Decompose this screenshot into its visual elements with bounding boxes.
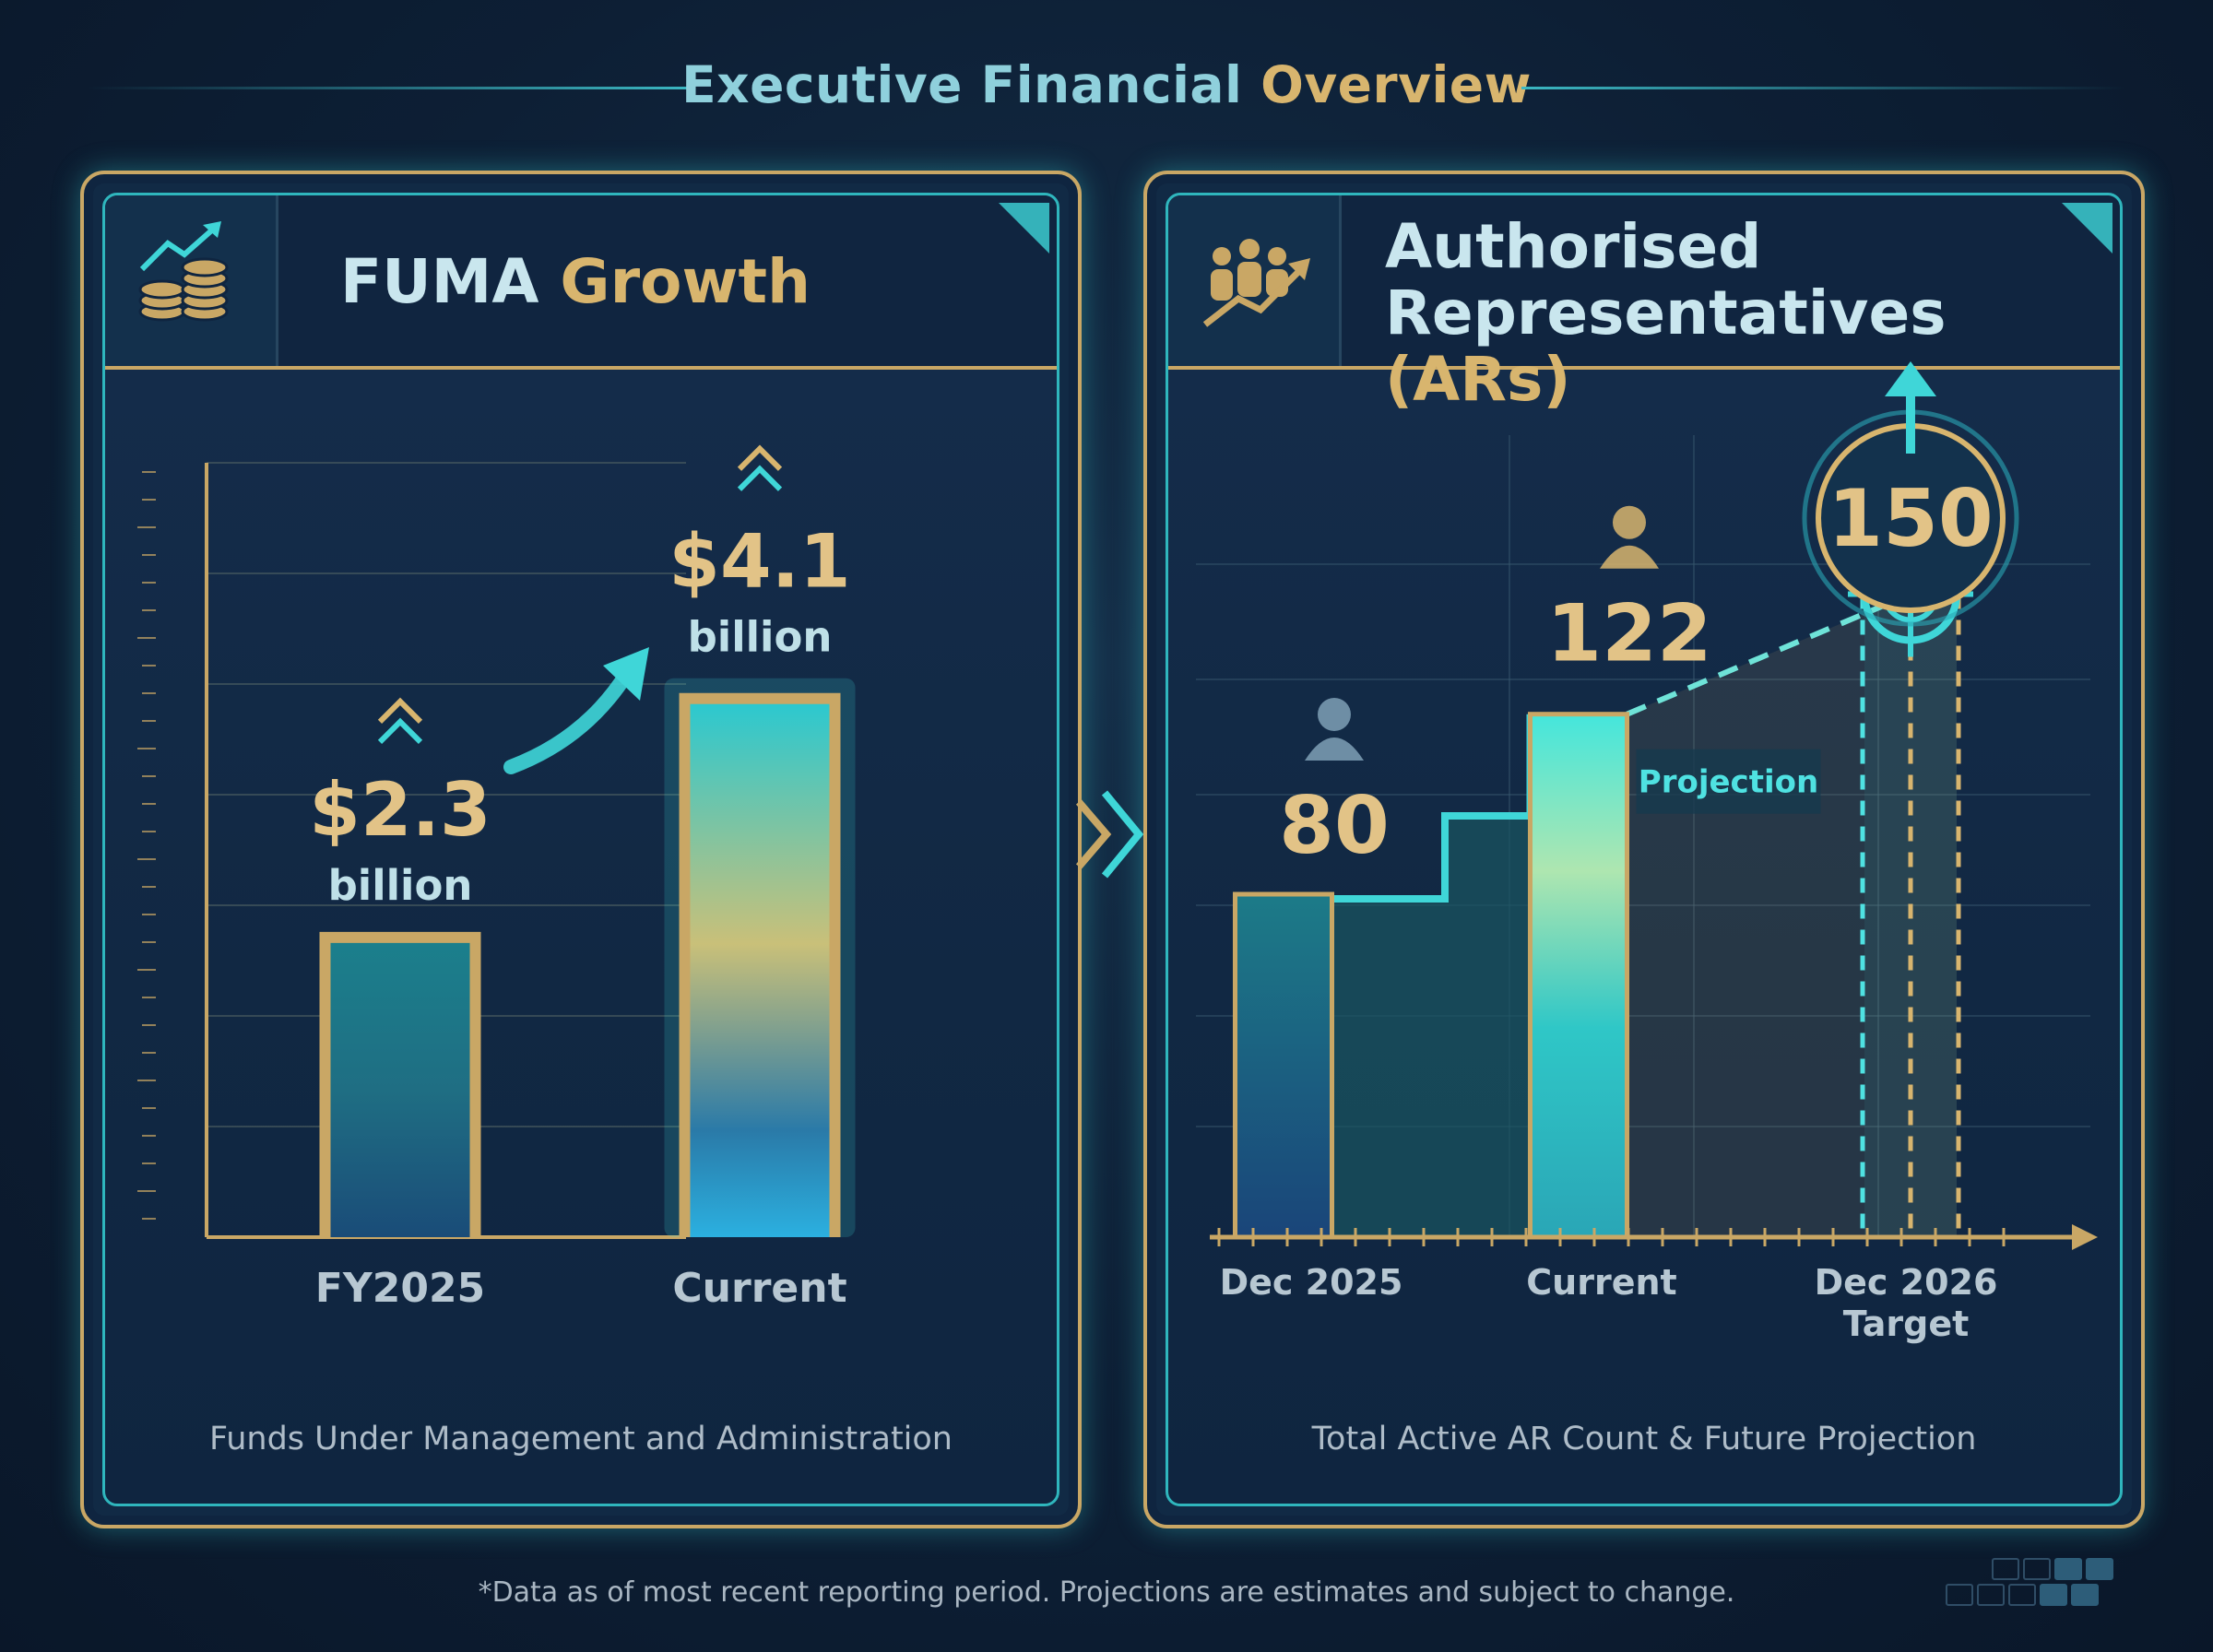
- fuma-title-part2: Growth: [560, 246, 811, 317]
- deco-square: [2054, 1558, 2082, 1580]
- x-tick-label: Target: [1843, 1304, 1970, 1344]
- people-growth-icon: [1168, 195, 1342, 366]
- fuma-panel-inner: FUMA Growth $2.3 billion FY2025 $4.1 billion…: [102, 193, 1059, 1506]
- page-title: Executive Financial Overview: [0, 55, 2213, 114]
- x-tick-label: Dec 2025: [1220, 1262, 1403, 1303]
- ars-panel-inner: Authorised Representatives (ARs) Project…: [1166, 193, 2123, 1506]
- bar-value-label: $2.3: [309, 767, 491, 853]
- fuma-caption: Funds Under Management and Administratio…: [209, 1421, 953, 1457]
- corner-accent: [999, 203, 1049, 254]
- bar: [1233, 891, 1334, 1240]
- person-body: [1305, 738, 1364, 761]
- bar-value-label: $4.1: [669, 519, 850, 605]
- x-tick-label: Current: [1526, 1262, 1676, 1303]
- projection-line: [1626, 591, 1912, 717]
- person-body: [1600, 545, 1659, 569]
- fuma-panel-header: FUMA Growth: [105, 195, 1057, 370]
- person-icon: [1305, 698, 1364, 761]
- growth-arrow: [503, 667, 633, 774]
- ars-title-line1: Authorised: [1385, 211, 1762, 282]
- deco-square: [2008, 1584, 2036, 1606]
- step-area: [1331, 816, 1531, 1237]
- page-header: Executive Financial Overview: [0, 48, 2213, 122]
- chevron-stroke: [377, 717, 423, 745]
- deco-square: [2040, 1584, 2067, 1606]
- x-tick-label: Dec 2026: [1815, 1262, 1998, 1303]
- up-arrow-head: [1885, 361, 1936, 396]
- deco-square: [1977, 1584, 2005, 1606]
- coins-growth-icon: [105, 195, 278, 366]
- x-tick-label: FY2025: [315, 1265, 485, 1312]
- ars-step-chart: Projection 80 122 150 Dec 2025 Current Dec 202…: [1196, 361, 2098, 1344]
- chevron-stroke: [737, 444, 783, 471]
- grid-lines: [207, 462, 686, 1127]
- y-ticks: [137, 471, 156, 1220]
- deco-square: [1946, 1584, 1973, 1606]
- ars-title-line2: Representatives: [1385, 277, 1947, 348]
- projection-label-bg: [1636, 749, 1821, 814]
- deco-square: [2086, 1558, 2113, 1580]
- ars-panel-header: Authorised Representatives (ARs): [1168, 195, 2120, 413]
- ars-panel: Authorised Representatives (ARs) Project…: [1143, 171, 2145, 1528]
- corner-accent: [2062, 203, 2112, 254]
- ars-caption: Total Active AR Count & Future Projectio…: [1311, 1421, 1977, 1457]
- page-title-part2: Overview: [1260, 55, 1532, 114]
- ars-title-abbrev: (ARs): [1385, 344, 1571, 415]
- person-head: [1613, 505, 1646, 539]
- page-title-part1: Executive Financial: [681, 55, 1243, 114]
- fuma-bar-chart: $2.3 billion FY2025 $4.1 billion Current: [137, 444, 856, 1312]
- fuma-panel-title: FUMA Growth: [340, 249, 811, 315]
- growth-arrow-head: [603, 647, 649, 701]
- projection-label: Projection: [1639, 764, 1818, 801]
- chevron-right-icon: [1075, 790, 1144, 879]
- bar-value-label: 80: [1279, 780, 1390, 872]
- x-axis-arrow: [2072, 1224, 2098, 1250]
- title-divider-right: [1521, 87, 2125, 89]
- person-head: [1318, 698, 1351, 731]
- bar-value-label: 122: [1546, 588, 1712, 680]
- chevron-up-icon: [377, 697, 423, 745]
- bar-unit-label: billion: [688, 613, 833, 662]
- bar: [330, 942, 470, 1237]
- bar: [690, 703, 830, 1237]
- title-divider-left: [88, 87, 692, 89]
- chevron-stroke: [737, 465, 783, 491]
- fuma-panel: FUMA Growth $2.3 billion FY2025 $4.1 billion…: [80, 171, 1082, 1528]
- x-ticks: [1217, 1228, 2006, 1246]
- fuma-title-part1: FUMA: [340, 246, 539, 317]
- ars-panel-title: Authorised Representatives (ARs): [1385, 214, 2120, 413]
- businessman-icon: [1600, 505, 1659, 569]
- bar: [1528, 712, 1629, 1240]
- footnote: *Data as of most recent reporting period…: [478, 1576, 1735, 1609]
- bar-unit-label: billion: [328, 861, 473, 910]
- chevron-up-icon: [737, 444, 783, 491]
- x-tick-label: Current: [672, 1265, 846, 1312]
- deco-square: [1992, 1558, 2019, 1580]
- deco-square: [2023, 1558, 2051, 1580]
- deco-square: [2071, 1584, 2099, 1606]
- chevron-stroke: [377, 697, 423, 725]
- target-value-label: 150: [1828, 473, 1994, 565]
